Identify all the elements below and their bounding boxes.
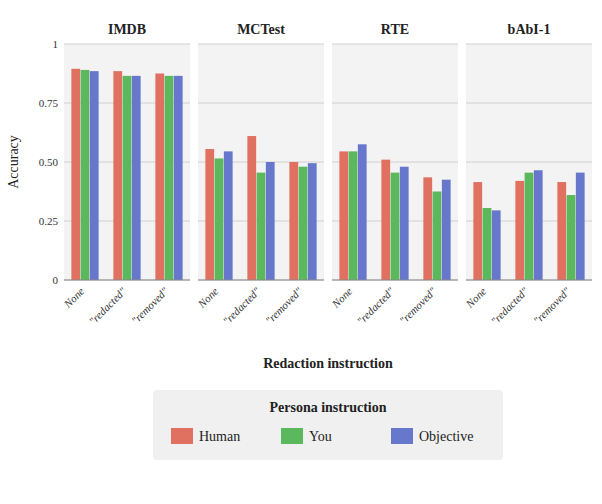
bar: [557, 182, 566, 280]
legend-title: Persona instruction: [269, 400, 386, 415]
bar: [71, 69, 80, 280]
bar: [205, 149, 214, 280]
bar: [81, 70, 90, 280]
bar: [483, 208, 492, 280]
grid-line: [466, 103, 592, 104]
bar: [224, 151, 233, 280]
bar: [423, 177, 432, 280]
y-tick-label: 0: [53, 274, 59, 286]
x-tick-label: "removed": [397, 285, 439, 327]
x-tick-label: "redacted": [488, 285, 530, 327]
x-tick-label: "redacted": [86, 285, 128, 327]
y-tick-label: 1: [53, 38, 59, 50]
bar: [567, 195, 576, 280]
bar: [442, 180, 451, 280]
bar: [339, 151, 348, 280]
x-tick-label: "removed": [129, 285, 171, 327]
chart: 00.250.500.751None"redacted""removed"IMD…: [0, 0, 602, 504]
bar: [308, 163, 317, 280]
x-tick-label: "redacted": [354, 285, 396, 327]
x-tick-label: None: [329, 285, 355, 311]
bar: [132, 76, 141, 280]
bar: [349, 151, 358, 280]
y-axis-label: Accuracy: [6, 135, 21, 189]
bar: [165, 76, 174, 280]
y-tick-label: 0.50: [39, 156, 59, 168]
grid-line: [332, 103, 458, 104]
legend-label: You: [309, 429, 332, 444]
bars: [71, 69, 182, 280]
legend-swatch: [281, 428, 303, 444]
grid-line: [332, 44, 458, 45]
bar: [299, 167, 308, 280]
x-axis-label: Redaction instruction: [263, 356, 393, 371]
bar: [247, 136, 256, 280]
grid-line: [466, 162, 592, 163]
bars: [205, 136, 316, 280]
x-tick-label: "redacted": [220, 285, 262, 327]
grid-line: [64, 44, 190, 45]
panel: None"redacted""removed" RTE: [329, 22, 458, 327]
x-axis-line: [198, 280, 324, 281]
bar: [492, 210, 501, 280]
x-tick-label: None: [61, 285, 87, 311]
bar: [257, 173, 266, 280]
x-tick-label: "removed": [531, 285, 573, 327]
bar: [391, 173, 400, 280]
x-axis-line: [64, 280, 190, 281]
x-tick-label: None: [463, 285, 489, 311]
panel: 0 0.25 0.50 0.75 1 None"redacted""removed" IMD…: [39, 22, 190, 327]
panel-title: bAbI-1: [508, 22, 551, 37]
bar: [155, 74, 164, 281]
bar: [473, 182, 482, 280]
bar: [215, 158, 224, 280]
grid-line: [198, 280, 324, 281]
panel: None"redacted""removed" MCTest: [195, 22, 324, 327]
bars: [339, 144, 450, 280]
panel: None"redacted""removed" bAbI-1: [463, 22, 592, 327]
bar: [525, 173, 534, 280]
legend-swatch: [171, 428, 193, 444]
bar: [433, 192, 442, 281]
grid-line: [64, 280, 190, 281]
bar: [358, 144, 367, 280]
grid-line: [466, 44, 592, 45]
legend-box: [153, 390, 503, 460]
x-tick-label: "removed": [263, 285, 305, 327]
panel-title: IMDB: [108, 22, 146, 37]
y-tick-label: 0.75: [39, 97, 59, 109]
legend-label: Human: [199, 429, 240, 444]
plot-background: [64, 44, 190, 280]
legend-label: Objective: [419, 429, 473, 444]
grid-line: [332, 280, 458, 281]
bar: [534, 170, 543, 280]
bars: [473, 170, 584, 280]
legend: Persona instruction Human You Objective: [153, 390, 503, 460]
bar: [400, 167, 409, 280]
legend-swatch: [391, 428, 413, 444]
x-tick-label: None: [195, 285, 221, 311]
bar: [576, 173, 585, 280]
bar: [174, 76, 183, 280]
grid-line: [198, 103, 324, 104]
y-tick-label: 0.25: [39, 215, 59, 227]
plot-background: [332, 44, 458, 280]
bar: [289, 162, 298, 280]
panel-title: RTE: [381, 22, 409, 37]
grid-line: [198, 44, 324, 45]
plot-background: [466, 44, 592, 280]
bar: [123, 76, 132, 280]
x-axis-line: [332, 280, 458, 281]
panel-title: MCTest: [237, 22, 285, 37]
x-axis-line: [466, 280, 592, 281]
bar: [113, 71, 122, 280]
bar: [266, 162, 275, 280]
plot-background: [198, 44, 324, 280]
bar: [381, 160, 390, 280]
grid-line: [466, 280, 592, 281]
bar: [90, 71, 99, 280]
bar: [515, 181, 524, 280]
